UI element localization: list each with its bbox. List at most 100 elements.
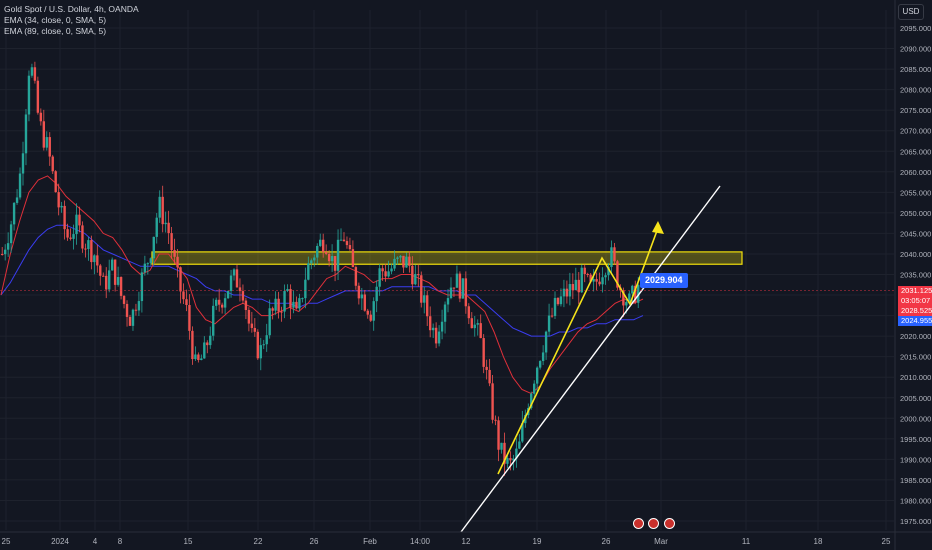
candle-body — [51, 156, 54, 172]
trend-drawings — [0, 185, 895, 533]
currency-button[interactable]: USD — [898, 4, 924, 20]
candle-body — [128, 316, 132, 326]
price-tick-label: 2080.000 — [900, 86, 931, 95]
us-flag-icon[interactable] — [633, 518, 644, 529]
candle-body — [238, 287, 242, 292]
candle-body — [185, 299, 188, 305]
candle-body — [327, 253, 331, 262]
price-tick-label: 2015.000 — [900, 353, 931, 362]
candle-body — [182, 291, 185, 300]
ema-89-tag: 2024.955 — [898, 316, 932, 326]
time-tick-label: 22 — [254, 537, 263, 546]
candle-body — [547, 315, 551, 332]
candle-body — [333, 256, 337, 271]
candle-body — [90, 240, 93, 263]
ema-89-legend[interactable]: EMA (89, close, 0, SMA, 5) — [4, 26, 107, 36]
candle-body — [580, 267, 583, 293]
candle-body — [443, 304, 447, 322]
time-tick-label: 26 — [310, 537, 319, 546]
candle-body — [226, 290, 230, 299]
price-tick-label: 1975.000 — [900, 517, 931, 526]
us-flag-icon[interactable] — [664, 518, 675, 529]
candle-body — [125, 303, 129, 317]
price-tick-label: 1985.000 — [900, 476, 931, 485]
candle-body — [455, 273, 459, 288]
price-tick-label: 2050.000 — [900, 209, 931, 218]
candle-body — [36, 80, 40, 113]
candle-body — [60, 205, 63, 208]
candle-body — [628, 293, 631, 303]
candle-body — [541, 352, 545, 362]
candle-body — [428, 316, 432, 331]
candle-body — [399, 255, 402, 258]
candle-body — [577, 279, 580, 293]
ema-lines — [0, 175, 644, 395]
candle-body — [634, 285, 637, 303]
candle-body — [446, 298, 450, 305]
candle-body — [107, 270, 111, 290]
candle-body — [491, 383, 494, 420]
candle-body — [232, 269, 236, 276]
candle-body — [369, 314, 372, 321]
candle-body — [102, 275, 105, 277]
candle-body — [336, 239, 340, 271]
time-tick-label: 26 — [602, 537, 611, 546]
candle-body — [27, 75, 31, 115]
price-tick-label: 2000.000 — [900, 414, 931, 423]
candle-body — [345, 241, 349, 246]
price-tick-label: 2010.000 — [900, 373, 931, 382]
candle-body — [170, 233, 173, 251]
time-tick-label: Mar — [654, 537, 668, 546]
candle-body — [21, 153, 25, 174]
candle-body — [381, 268, 384, 272]
candle-body — [235, 269, 239, 288]
candle-body — [625, 302, 628, 306]
candle-body — [200, 358, 203, 361]
candle-body — [426, 295, 429, 317]
last-price-tag: 2031.125 — [898, 286, 932, 296]
price-tick-label: 1995.000 — [900, 435, 931, 444]
candle-body — [203, 342, 206, 359]
candle-body — [146, 263, 150, 265]
candle-body — [247, 309, 251, 324]
candle-body — [509, 458, 512, 461]
candle-body — [152, 236, 155, 259]
candle-body — [440, 321, 444, 332]
candle-body — [57, 192, 60, 208]
candle-body — [15, 197, 19, 203]
candle-body — [363, 294, 366, 311]
candle-body — [307, 263, 310, 280]
candle-body — [259, 345, 262, 359]
candle-body — [3, 249, 7, 255]
candle-body — [244, 300, 248, 310]
candle-body — [405, 256, 408, 268]
candle-body — [188, 304, 191, 331]
candle-body — [631, 285, 634, 294]
us-flag-icon[interactable] — [648, 518, 659, 529]
candle-body — [330, 256, 334, 262]
candle-body — [271, 308, 274, 311]
price-tick-label: 2085.000 — [900, 65, 931, 74]
symbol-title[interactable]: Gold Spot / U.S. Dollar, 4h, OANDA — [4, 4, 139, 14]
ema-34-legend[interactable]: EMA (34, close, 0, SMA, 5) — [4, 15, 107, 25]
candle-body — [494, 419, 497, 421]
candle-body — [93, 255, 96, 263]
candle-body — [613, 247, 616, 262]
candle-body — [143, 263, 147, 273]
candle-body — [176, 256, 179, 268]
candle-body — [84, 248, 87, 250]
candle-body — [598, 281, 601, 285]
candle-body — [339, 239, 343, 241]
candle-body — [434, 327, 438, 344]
price-tick-label: 2070.000 — [900, 127, 931, 136]
candle-body — [324, 252, 328, 254]
candle-body — [473, 324, 476, 329]
candle-body — [69, 237, 72, 239]
candle-body — [420, 275, 423, 303]
candle-body — [437, 331, 441, 344]
candle-body — [12, 202, 16, 225]
candle-body — [595, 279, 598, 282]
price-tick-label: 2040.000 — [900, 250, 931, 259]
candle-body — [134, 309, 138, 311]
